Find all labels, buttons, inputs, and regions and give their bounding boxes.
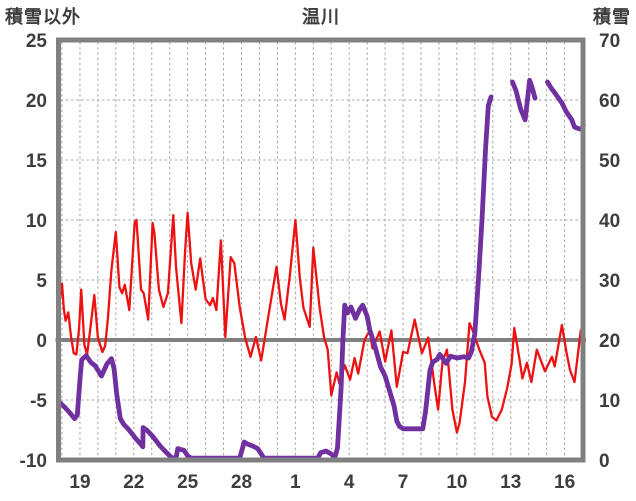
left-axis-tick-label: -5 <box>30 391 47 412</box>
snow-depth-line <box>545 79 586 132</box>
right-axis-tick-label: 30 <box>599 271 620 292</box>
right-axis-tick-label: 20 <box>599 331 620 352</box>
right-axis-tick-label: 0 <box>599 451 610 472</box>
left-axis-tick-label: 15 <box>26 151 48 172</box>
left-axis-tick-label: 20 <box>26 91 47 112</box>
right-axis-tick-label: 10 <box>599 391 620 412</box>
x-axis-tick-label: 4 <box>344 472 355 493</box>
right-axis-title: 積雪 <box>593 7 631 27</box>
x-axis-tick-label: 28 <box>231 472 252 493</box>
x-axis-tick-label: 10 <box>446 472 467 493</box>
x-axis-tick-label: 25 <box>177 472 199 493</box>
x-axis-tick-label: 1 <box>290 472 301 493</box>
x-axis-tick-label: 19 <box>69 472 90 493</box>
left-axis-tick-label: 10 <box>26 211 47 232</box>
left-axis-tick-label: 25 <box>26 31 48 52</box>
x-axis-tick-label: 13 <box>500 472 521 493</box>
x-axis-tick-label: 22 <box>123 472 144 493</box>
plot-border <box>56 37 586 463</box>
left-axis-title: 積雪以外 <box>5 7 81 27</box>
left-axis-tick-label: -10 <box>20 451 47 472</box>
chart-title: 温川 <box>302 7 340 27</box>
right-axis-tick-label: 50 <box>599 151 620 172</box>
temperature-line <box>57 211 584 434</box>
right-axis-tick-label: 40 <box>599 211 620 232</box>
x-axis-tick-label: 16 <box>554 472 575 493</box>
right-axis-tick-label: 70 <box>599 31 620 52</box>
left-axis-tick-label: 0 <box>36 331 47 352</box>
x-axis-tick-label: 7 <box>398 472 409 493</box>
snow-depth-line <box>510 77 538 123</box>
right-axis-tick-label: 60 <box>599 91 620 112</box>
left-axis-tick-label: 5 <box>36 271 47 292</box>
